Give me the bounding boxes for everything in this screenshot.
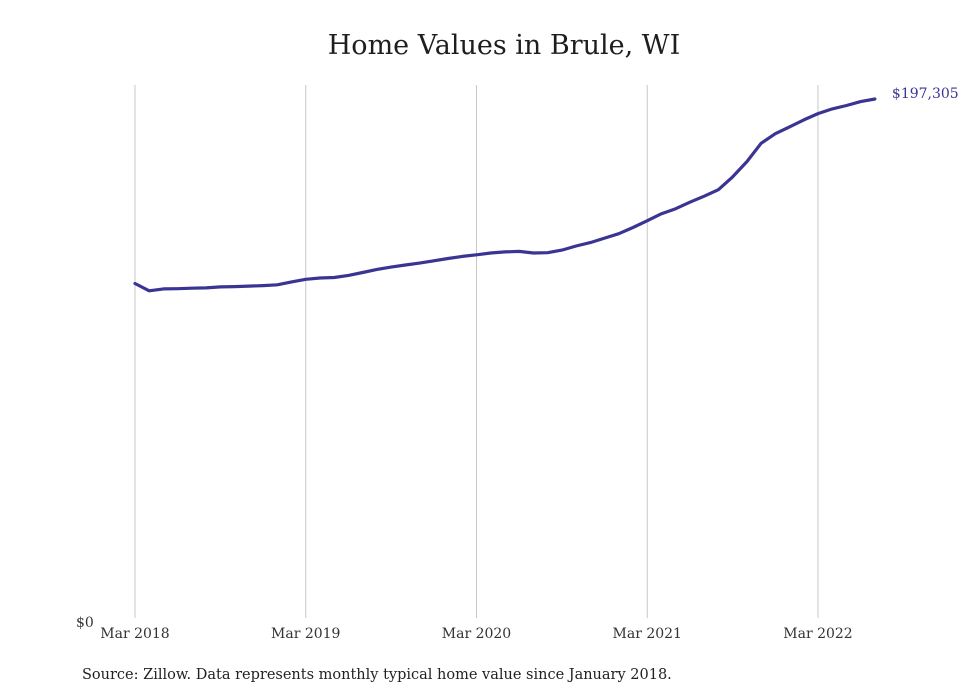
x-tick-label: Mar 2020 bbox=[442, 626, 511, 642]
x-tick-label: Mar 2019 bbox=[271, 626, 340, 642]
gridlines bbox=[134, 85, 819, 618]
x-tick-label: Mar 2022 bbox=[783, 626, 852, 642]
end-value-label: $197,305 bbox=[892, 86, 959, 102]
series-line bbox=[133, 97, 877, 293]
axis-labels: Mar 2018 Mar 2019 Mar 2020 Mar 2021 Mar 2022… bbox=[76, 86, 959, 642]
line-chart: Mar 2018 Mar 2019 Mar 2020 Mar 2021 Mar 2022… bbox=[76, 85, 959, 642]
x-tick-label: Mar 2021 bbox=[613, 626, 682, 642]
y-tick-label: $0 bbox=[76, 615, 94, 631]
x-tick-label: Mar 2018 bbox=[100, 626, 169, 642]
series-line-layer bbox=[133, 97, 877, 293]
source-note: Source: Zillow. Data represents monthly … bbox=[82, 667, 672, 683]
chart-title: Home Values in Brule, WI bbox=[327, 30, 681, 61]
